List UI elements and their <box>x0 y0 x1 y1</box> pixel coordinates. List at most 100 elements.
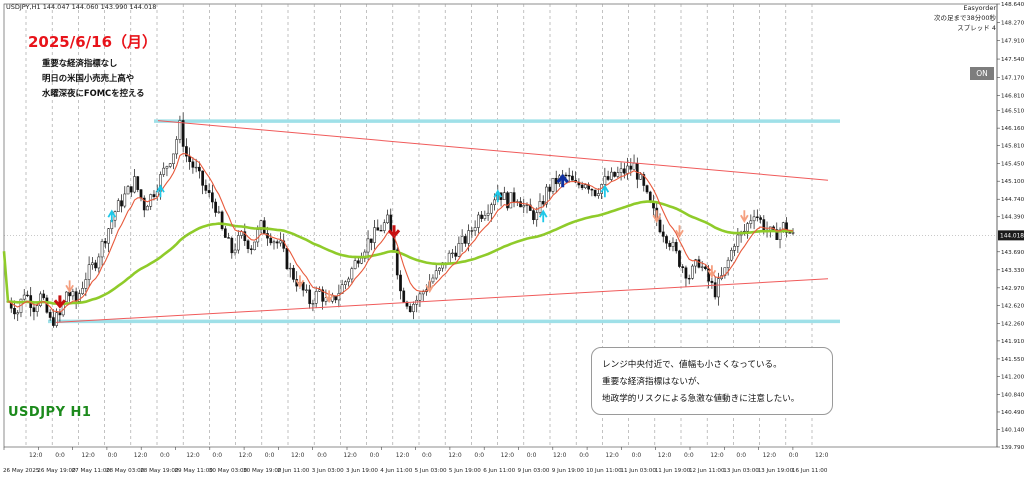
separator-label: 12:0 <box>29 452 43 459</box>
y-tick-label: 147.170 <box>1001 76 1024 82</box>
candle-body <box>26 294 29 297</box>
candle-body <box>65 291 68 302</box>
candle-body <box>275 241 279 244</box>
y-tick-label: 141.550 <box>1001 357 1024 363</box>
signal-arrow-down <box>65 280 74 294</box>
memo-line-3: 水曜深夜にFOMCを控える <box>42 88 145 98</box>
signal-arrow-down <box>652 210 662 224</box>
separator-label: 12:0 <box>501 452 515 459</box>
candle-body <box>214 201 217 213</box>
candle-body <box>632 163 636 170</box>
candle-body <box>133 176 136 193</box>
candle-body <box>645 185 649 193</box>
ea-countdown: 次の足まで38分00秒 <box>933 14 996 22</box>
candle-body <box>580 184 584 189</box>
candle-body <box>551 177 555 192</box>
candle-body <box>736 234 740 247</box>
x-tick-label: 16 Jun 11:00 <box>792 468 828 474</box>
candle-body <box>223 228 227 238</box>
candle-body <box>382 222 386 231</box>
ma-fast-line <box>7 152 794 313</box>
candle-body <box>684 267 688 279</box>
candle-body <box>668 242 672 247</box>
candle-body <box>350 268 354 280</box>
separator-label: 12:0 <box>763 452 777 459</box>
candle-body <box>201 170 204 186</box>
candle-body <box>71 291 75 297</box>
candle-body <box>233 249 237 254</box>
candle-body <box>535 212 539 221</box>
candle-body <box>22 294 26 300</box>
candle-body <box>584 184 587 189</box>
candle-body <box>386 214 389 224</box>
x-tick-label: 29 May 11:00 <box>175 468 214 474</box>
candle-body <box>616 172 620 177</box>
signal-arrow-up-big <box>556 173 569 188</box>
current-price-label: 144.018 <box>1000 234 1024 240</box>
separator-label: 12:0 <box>134 452 148 459</box>
x-tick-label: 30 May 19:00 <box>243 468 282 474</box>
separator-label: 0:0 <box>370 452 380 459</box>
candle-body <box>626 165 629 174</box>
candle-body <box>519 201 522 208</box>
candle-body <box>457 243 461 257</box>
candle-body <box>399 274 402 292</box>
candle-body <box>314 291 318 304</box>
candle-body <box>506 192 509 209</box>
on-toggle-button[interactable]: ON <box>970 67 994 80</box>
ea-spread: スプレッド 4 <box>957 24 996 32</box>
candle-body <box>567 175 571 177</box>
comment-line-2: 重要な経済指標はないが、 <box>602 377 705 387</box>
candle-body <box>704 266 707 269</box>
candle-body <box>107 228 110 244</box>
candle-body <box>691 265 694 279</box>
separator-label: 12:0 <box>658 452 672 459</box>
candle-body <box>606 176 610 180</box>
candle-body <box>603 176 607 185</box>
candle-body <box>318 289 321 292</box>
candle-body <box>308 289 312 304</box>
candle-body <box>713 282 717 298</box>
candle-body <box>120 200 123 207</box>
signal-arrow-down-big <box>387 225 401 239</box>
signal-arrow-up <box>107 209 117 223</box>
candle-body <box>347 278 350 283</box>
candle-body <box>123 193 127 207</box>
candle-body <box>541 201 545 205</box>
current-price-tag <box>998 230 1024 241</box>
candle-body <box>81 288 84 294</box>
separator-label: 0:0 <box>736 452 746 459</box>
candle-body <box>687 278 691 280</box>
x-tick-label: 5 Jun 19:00 <box>449 468 481 474</box>
candle-body <box>288 267 292 270</box>
y-tick-label: 145.450 <box>1001 162 1024 168</box>
candle-body <box>762 219 766 232</box>
x-tick-label: 26 May 2025 <box>3 468 40 474</box>
y-tick-label: 142.970 <box>1001 286 1024 292</box>
x-tick-label: 12 Jun 11:00 <box>689 468 725 474</box>
candle-body <box>256 229 260 243</box>
separator-label: 0:0 <box>55 452 65 459</box>
y-tick-label: 148.270 <box>1001 21 1024 27</box>
memo-line-1: 重要な経済指標なし <box>42 58 118 68</box>
memo-line-2: 明日の米国小売売上高や <box>42 73 135 83</box>
separator-label: 12:0 <box>186 452 200 459</box>
candle-body <box>389 214 393 232</box>
candle-body <box>412 303 415 313</box>
x-tick-label: 9 Jun 03:00 <box>518 468 550 474</box>
candle-body <box>165 166 169 169</box>
signal-arrow-up <box>156 184 165 198</box>
candle-body <box>619 168 623 173</box>
separator-label: 0:0 <box>474 452 484 459</box>
candle-body <box>525 204 529 206</box>
y-tick-label: 144.390 <box>1001 215 1024 221</box>
candle-body <box>90 262 94 265</box>
y-tick-label: 146.160 <box>1001 126 1024 132</box>
x-tick-label: 26 May 19:00 <box>37 468 76 474</box>
separator-label: 0:0 <box>579 452 589 459</box>
y-tick-label: 145.100 <box>1001 179 1024 185</box>
signal-arrow-down <box>324 290 334 304</box>
separator-label: 12:0 <box>343 452 357 459</box>
separator-label: 12:0 <box>448 452 462 459</box>
candle-body <box>305 289 308 291</box>
